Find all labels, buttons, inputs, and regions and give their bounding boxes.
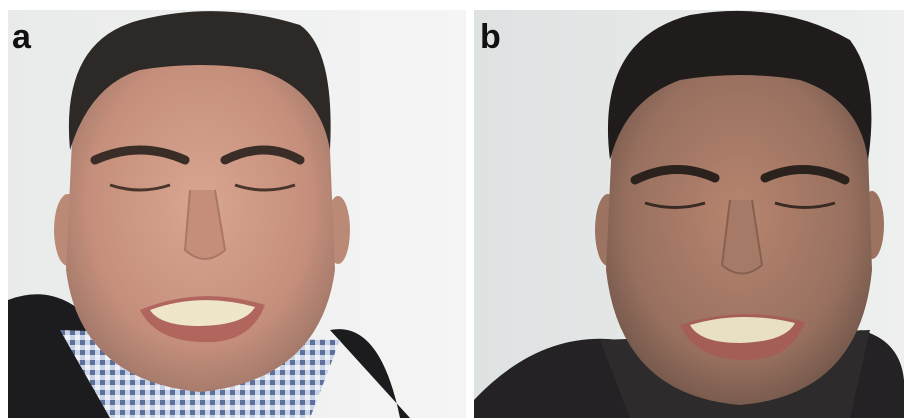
figure: a b [0,0,905,418]
page: a b (() => { const data = JSON.parse(doc… [0,0,905,418]
panel-label: b [480,18,501,56]
panel-a: a [8,10,466,418]
panel-label: a [12,18,32,56]
panel-b: b [474,10,904,418]
